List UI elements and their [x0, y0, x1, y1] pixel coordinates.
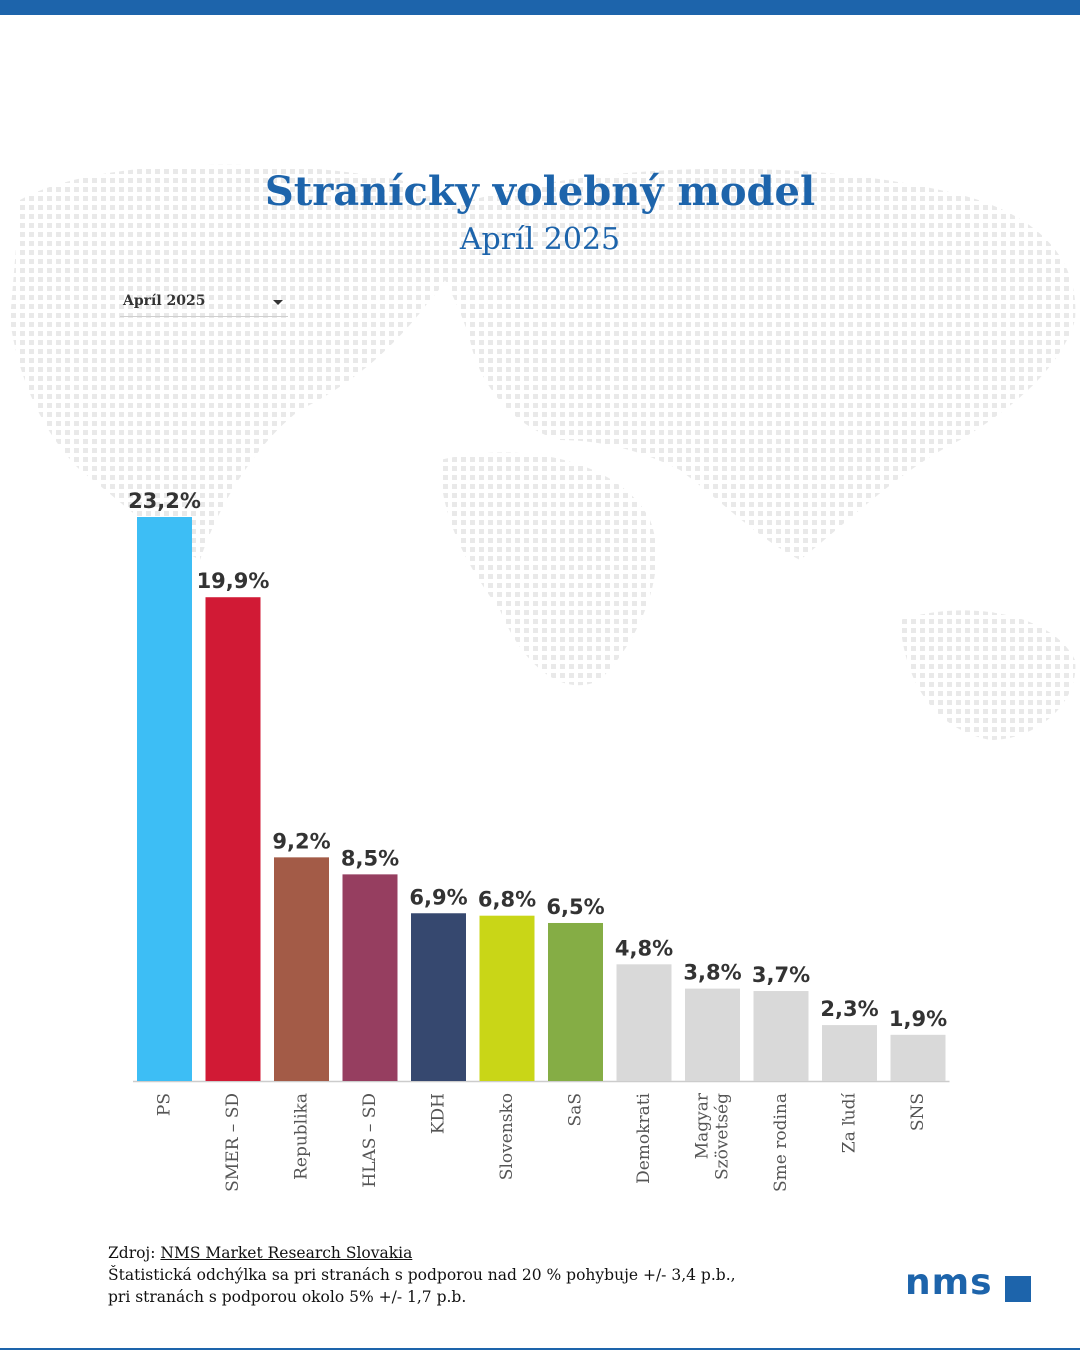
bar-11[interactable]	[890, 1034, 946, 1081]
value-label-9: 3,7%	[752, 963, 810, 987]
category-label-8-1: Szövetség	[713, 1093, 733, 1180]
bar-9[interactable]	[753, 991, 809, 1081]
value-label-4: 6,9%	[409, 885, 467, 909]
source-line: Zdroj: NMS Market Research Slovakia	[108, 1242, 736, 1264]
nms-logo: nms	[905, 1262, 1033, 1303]
value-label-3: 8,5%	[341, 846, 399, 870]
value-label-5: 6,8%	[478, 888, 536, 912]
bottom-accent-line	[0, 1348, 1080, 1350]
category-label-10: Za ľudí	[840, 1092, 860, 1153]
footer-notes: Zdroj: NMS Market Research Slovakia Štat…	[108, 1242, 736, 1308]
category-label-5: Slovensko	[497, 1093, 517, 1180]
logo-text: nms	[905, 1262, 993, 1303]
category-label-1: SMER – SD	[223, 1093, 243, 1192]
bar-0[interactable]	[137, 517, 192, 1081]
bar-7[interactable]	[616, 964, 672, 1081]
category-label-4: KDH	[429, 1093, 449, 1134]
month-dropdown[interactable]: Apríl 2025	[120, 290, 288, 317]
note-line-1: Štatistická odchýlka sa pri stranách s p…	[108, 1266, 736, 1284]
bar-4[interactable]	[411, 913, 466, 1081]
chart-title: Stranícky volebný model	[264, 168, 816, 215]
chart-subtitle: Apríl 2025	[459, 222, 621, 257]
bar-3[interactable]	[342, 874, 398, 1081]
bar-1[interactable]	[205, 597, 261, 1081]
value-label-8: 3,8%	[683, 961, 741, 985]
category-label-6: SaS	[566, 1093, 586, 1126]
value-label-11: 1,9%	[889, 1007, 947, 1031]
category-label-3: HLAS – SD	[360, 1093, 380, 1188]
logo-square-icon	[1005, 1276, 1031, 1302]
source-link[interactable]: NMS Market Research Slovakia	[160, 1244, 413, 1262]
category-label-11: SNS	[908, 1093, 928, 1131]
value-label-7: 4,8%	[615, 936, 673, 960]
bar-8[interactable]	[685, 988, 740, 1081]
bar-5[interactable]	[479, 915, 535, 1081]
bar-6[interactable]	[548, 922, 603, 1081]
top-accent-bar	[0, 0, 1080, 15]
value-label-0: 23,2%	[128, 489, 201, 513]
category-label-0: PS	[155, 1093, 175, 1116]
category-label-2: Republika	[292, 1093, 312, 1180]
category-label-8-0: Magyar	[693, 1092, 713, 1159]
value-label-10: 2,3%	[820, 997, 878, 1021]
value-label-2: 9,2%	[272, 829, 330, 853]
world-map-background	[10, 164, 1076, 740]
month-dropdown-value: Apríl 2025	[123, 293, 206, 309]
bar-2[interactable]	[274, 857, 329, 1081]
value-label-1: 19,9%	[197, 569, 270, 593]
source-prefix: Zdroj:	[108, 1244, 161, 1262]
note-line-2: pri stranách s podporou okolo 5% +/- 1,7…	[108, 1288, 467, 1306]
caret-down-icon	[273, 300, 283, 305]
category-label-9: Sme rodina	[771, 1093, 791, 1192]
category-label-7: Demokrati	[634, 1092, 654, 1183]
value-label-6: 6,5%	[546, 895, 604, 919]
bar-chart: 23,2% PS 19,9% SMER – SD 9,2% Republika 8,5% HL…	[128, 489, 950, 1192]
bar-10[interactable]	[822, 1025, 877, 1081]
